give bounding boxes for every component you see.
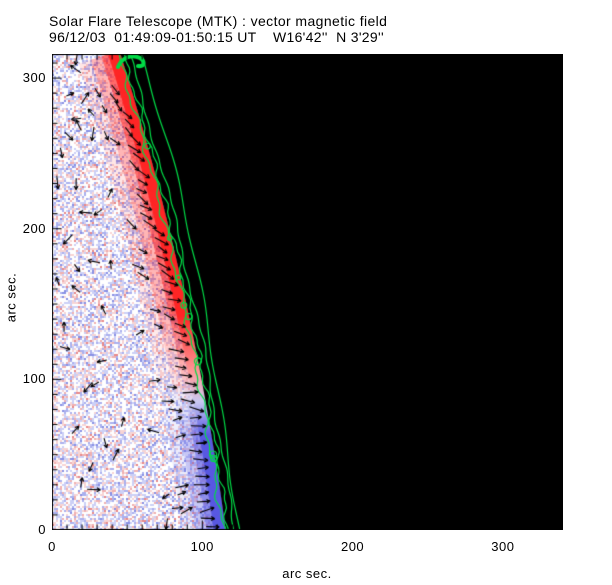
magnetogram-plot-image: [52, 54, 563, 530]
figure-subtitle: 96/12/03 01:49:09-01:50:15 UT W16'42'' N…: [49, 29, 384, 45]
x-axis-title: arc sec.: [282, 566, 332, 581]
x-tick-label: 200: [340, 539, 365, 554]
figure-title: Solar Flare Telescope (MTK) : vector mag…: [49, 13, 388, 29]
y-tick-label: 200: [22, 220, 46, 236]
y-tick-label: 0: [38, 522, 46, 537]
x-tick-label: 300: [491, 539, 515, 554]
y-axis-title: arc sec.: [3, 272, 19, 323]
y-tick-label: 100: [22, 371, 46, 387]
x-tick-label: 0: [48, 539, 56, 554]
x-tick-label: 100: [190, 539, 214, 554]
y-tick-label: 300: [22, 70, 46, 86]
